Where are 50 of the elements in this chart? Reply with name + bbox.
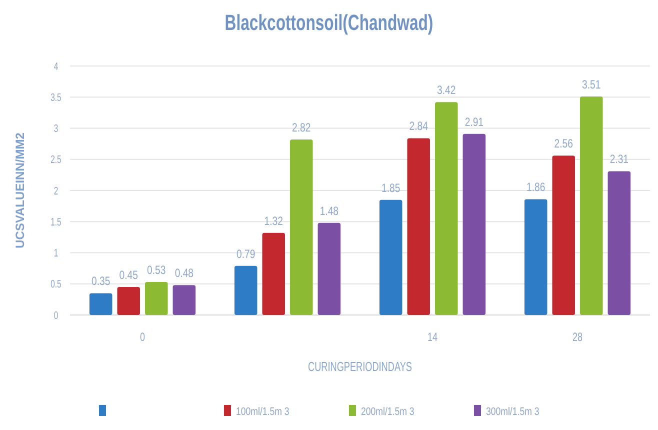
data-label: 3.51 bbox=[582, 78, 601, 92]
x-axis-title: CURINGPERIODINDAYS bbox=[308, 360, 412, 374]
data-label: 0.79 bbox=[236, 248, 256, 262]
data-label: 0.53 bbox=[147, 264, 166, 278]
y-tick-label: 2.5 bbox=[50, 154, 62, 167]
y-tick-label: 3.5 bbox=[50, 92, 62, 104]
data-label: 2.84 bbox=[409, 120, 428, 134]
bar bbox=[145, 282, 168, 315]
chart-title: Blackcottonsoil(Chandwad) bbox=[224, 12, 434, 36]
data-label: 0.45 bbox=[119, 269, 138, 282]
data-label: 3.42 bbox=[437, 84, 456, 98]
data-label: 2.82 bbox=[292, 122, 311, 135]
bar bbox=[117, 286, 140, 315]
y-tick-label: 1 bbox=[54, 247, 58, 260]
y-tick-label: 0 bbox=[54, 310, 58, 322]
legend-label: 300ml/1.5m 3 bbox=[486, 406, 540, 418]
data-label: 1.48 bbox=[320, 204, 339, 218]
bar bbox=[234, 266, 258, 315]
data-label: 2.56 bbox=[554, 138, 573, 151]
bar bbox=[608, 171, 631, 315]
y-tick-label: 0.5 bbox=[50, 278, 62, 292]
x-tick-label: 14 bbox=[427, 330, 438, 344]
data-label: 0.48 bbox=[174, 267, 194, 280]
data-label: 1.32 bbox=[264, 214, 283, 228]
bar bbox=[407, 138, 430, 315]
bar bbox=[552, 156, 575, 315]
y-tick-label: 2 bbox=[54, 185, 58, 198]
x-tick-label: 0 bbox=[140, 330, 146, 344]
x-tick-label: 28 bbox=[572, 330, 583, 344]
data-label: 2.31 bbox=[610, 153, 629, 167]
legend-label: 200ml/1.5m 3 bbox=[361, 406, 415, 418]
y-tick-label: 3 bbox=[54, 122, 58, 136]
y-tick-label: 4 bbox=[54, 60, 58, 74]
bar bbox=[318, 222, 341, 315]
y-tick-label: 1.5 bbox=[50, 216, 62, 229]
bar bbox=[435, 102, 458, 315]
data-label: 2.91 bbox=[464, 116, 484, 130]
bar bbox=[580, 96, 603, 315]
bar bbox=[262, 232, 285, 315]
bar bbox=[462, 134, 486, 315]
bar bbox=[290, 139, 313, 315]
bar bbox=[524, 199, 548, 315]
data-label: 1.85 bbox=[381, 182, 400, 196]
data-label: 0.35 bbox=[91, 275, 110, 289]
bar bbox=[379, 200, 402, 315]
y-axis-title: UCSVALUEINN/MM2 bbox=[13, 132, 27, 248]
legend-label: 100ml/1.5m 3 bbox=[236, 406, 290, 418]
data-label: 1.86 bbox=[526, 181, 546, 195]
bar bbox=[89, 293, 112, 315]
bar bbox=[172, 285, 196, 315]
